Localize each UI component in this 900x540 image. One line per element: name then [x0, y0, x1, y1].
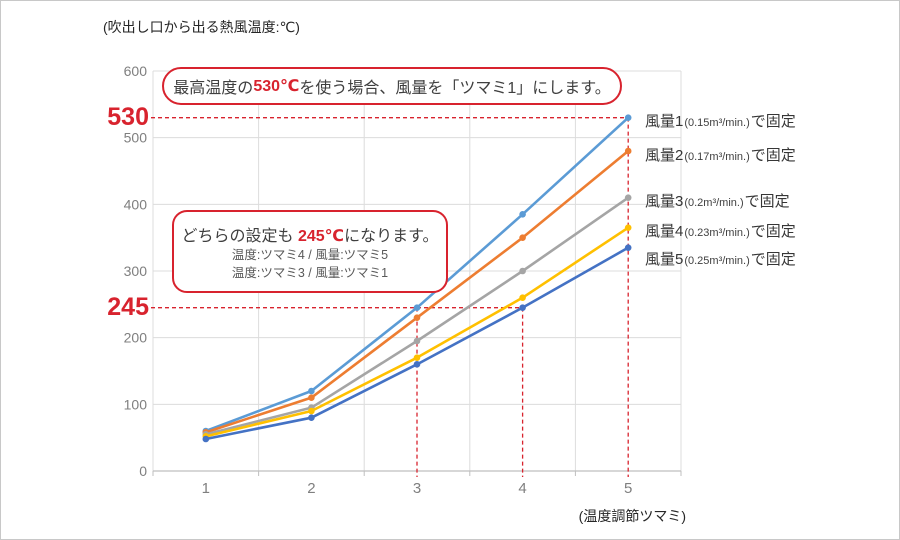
data-point [624, 147, 632, 155]
data-point [308, 394, 315, 401]
legend-airflow-4-spec: (0.23m³/min.) [684, 227, 750, 239]
legend-item-airflow-1: 風量1(0.15m³/min.)で固定 [645, 110, 796, 131]
x-axis-title: (温度調節ツマミ) [578, 508, 686, 524]
data-point [413, 314, 421, 321]
legend-airflow-2-name: 風量2 [645, 147, 684, 164]
data-point [202, 435, 210, 443]
legend-airflow-3-spec: (0.2m³/min.) [684, 197, 744, 209]
legend-airflow-5-spec: (0.25m³/min.) [684, 255, 750, 267]
y-tick-label: 0 [139, 463, 147, 479]
y-axis-title: (吹出し口から出る熱風温度:℃) [103, 19, 300, 35]
y-tick-label: 100 [124, 396, 148, 412]
data-point [413, 361, 421, 368]
annotation-245-detail-1: 温度:ツマミ4 / 風量:ツマミ5 [231, 248, 389, 262]
legend-airflow-1-spec: (0.15m³/min.) [684, 117, 750, 129]
annotation-245-detail-2: 温度:ツマミ3 / 風量:ツマミ1 [231, 266, 389, 280]
data-point [624, 194, 632, 201]
x-tick-label: 4 [518, 480, 526, 497]
data-point [308, 407, 315, 415]
x-tick-label: 3 [413, 480, 421, 497]
annotation-245: どちらの設定も 245℃になります。 温度:ツマミ4 / 風量:ツマミ5 温度:… [172, 210, 448, 293]
legend-airflow-5-name: 風量5 [645, 251, 684, 268]
annotation-max-temp-value: 530℃ [253, 78, 300, 95]
legend-airflow-4-suffix: で固定 [750, 223, 796, 240]
annotation-max-temp: 最高温度の 530℃ を使う場合、風量を「ツマミ1」にします。 [162, 67, 622, 105]
data-point [413, 304, 421, 311]
y-tick-label: 400 [124, 196, 148, 212]
legend-airflow-1-suffix: で固定 [750, 113, 796, 130]
legend-airflow-3-name: 風量3 [645, 193, 684, 210]
legend-airflow-1-name: 風量1 [645, 113, 684, 130]
y-tick-label: 600 [124, 63, 148, 79]
legend-item-airflow-2: 風量2(0.17m³/min.)で固定 [645, 144, 796, 165]
legend-item-airflow-4: 風量4(0.23m³/min.)で固定 [645, 220, 796, 241]
data-point [308, 414, 315, 421]
data-point [519, 304, 526, 311]
data-point [519, 211, 526, 218]
data-point [413, 354, 421, 361]
data-point [413, 337, 421, 345]
annotation-245-pre: どちらの設定も [181, 228, 298, 245]
legend-airflow-2-suffix: で固定 [750, 147, 796, 164]
y-tick-label: 200 [124, 330, 148, 346]
annotation-245-value: 245℃ [297, 228, 345, 245]
annotation-245-main: どちらの設定も 245℃になります。 [174, 222, 446, 246]
legend-item-airflow-5: 風量5(0.25m³/min.)で固定 [645, 248, 796, 269]
data-point [519, 294, 526, 301]
annotation-245-post: になります。 [344, 228, 439, 245]
data-point [624, 114, 632, 121]
data-point [624, 244, 632, 251]
x-tick-label: 1 [202, 480, 210, 497]
annotation-max-temp-pre: 最高温度の [173, 80, 254, 97]
y-tick-label: 300 [124, 263, 148, 279]
legend-airflow-3-suffix: で固定 [744, 193, 790, 210]
x-tick-label: 2 [307, 480, 315, 497]
data-point [519, 267, 526, 275]
data-point [624, 224, 632, 231]
x-tick-label: 5 [624, 480, 632, 497]
highlight-label-245: 245 [107, 293, 149, 321]
y-tick-label: 500 [124, 130, 148, 146]
data-point [519, 234, 526, 241]
legend-airflow-2-spec: (0.17m³/min.) [684, 151, 750, 163]
legend-item-airflow-3: 風量3(0.2m³/min.)で固定 [645, 190, 790, 211]
highlight-label-530: 530 [107, 103, 149, 131]
annotation-max-temp-post: を使う場合、風量を「ツマミ1」にします。 [299, 80, 611, 97]
legend-airflow-5-suffix: で固定 [750, 251, 796, 268]
data-point [308, 387, 315, 395]
legend-airflow-4-name: 風量4 [645, 223, 684, 240]
